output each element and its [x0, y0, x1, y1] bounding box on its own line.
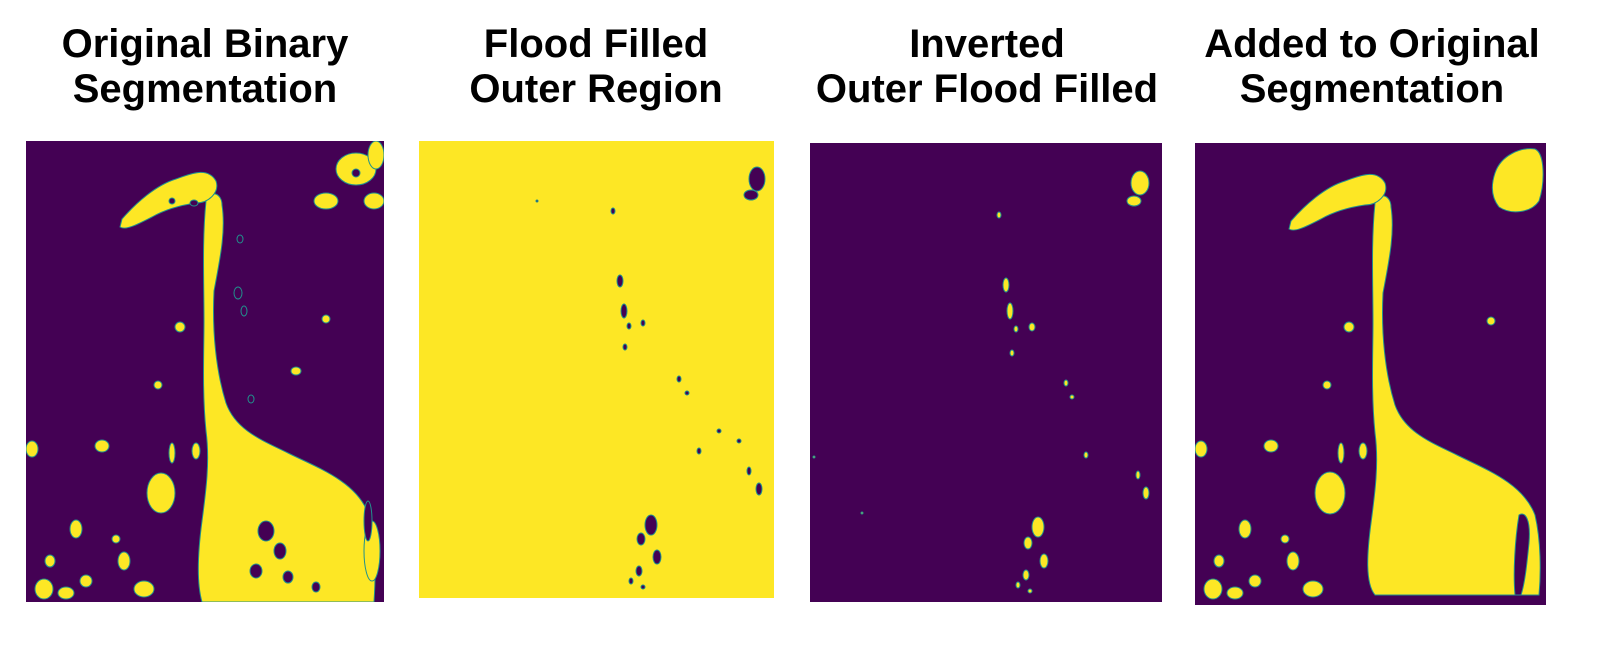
panel-title-inverted: Inverted Outer Flood Filled: [787, 22, 1187, 112]
panel-title-line1: Inverted: [909, 22, 1065, 66]
panel-title-line2: Outer Flood Filled: [815, 67, 1159, 111]
panel-title-line2: Segmentation: [72, 67, 338, 111]
flood-filled-outer-image: [419, 141, 774, 598]
panel-title-line1: Original Binary: [61, 22, 349, 66]
panel-title-line2: Segmentation: [1239, 67, 1505, 111]
panel-title-flood-filled: Flood Filled Outer Region: [396, 22, 796, 112]
original-segmentation-image: [26, 141, 384, 602]
panel-title-line2: Outer Region: [469, 67, 723, 111]
panel-title-original: Original Binary Segmentation: [5, 22, 405, 112]
panel-title-line1: Added to Original: [1204, 22, 1540, 66]
panel-title-line1: Flood Filled: [483, 22, 709, 66]
added-segmentation-image: [1195, 143, 1546, 605]
panel-title-added: Added to Original Segmentation: [1172, 22, 1572, 112]
inverted-flood-filled-image: [810, 143, 1162, 602]
